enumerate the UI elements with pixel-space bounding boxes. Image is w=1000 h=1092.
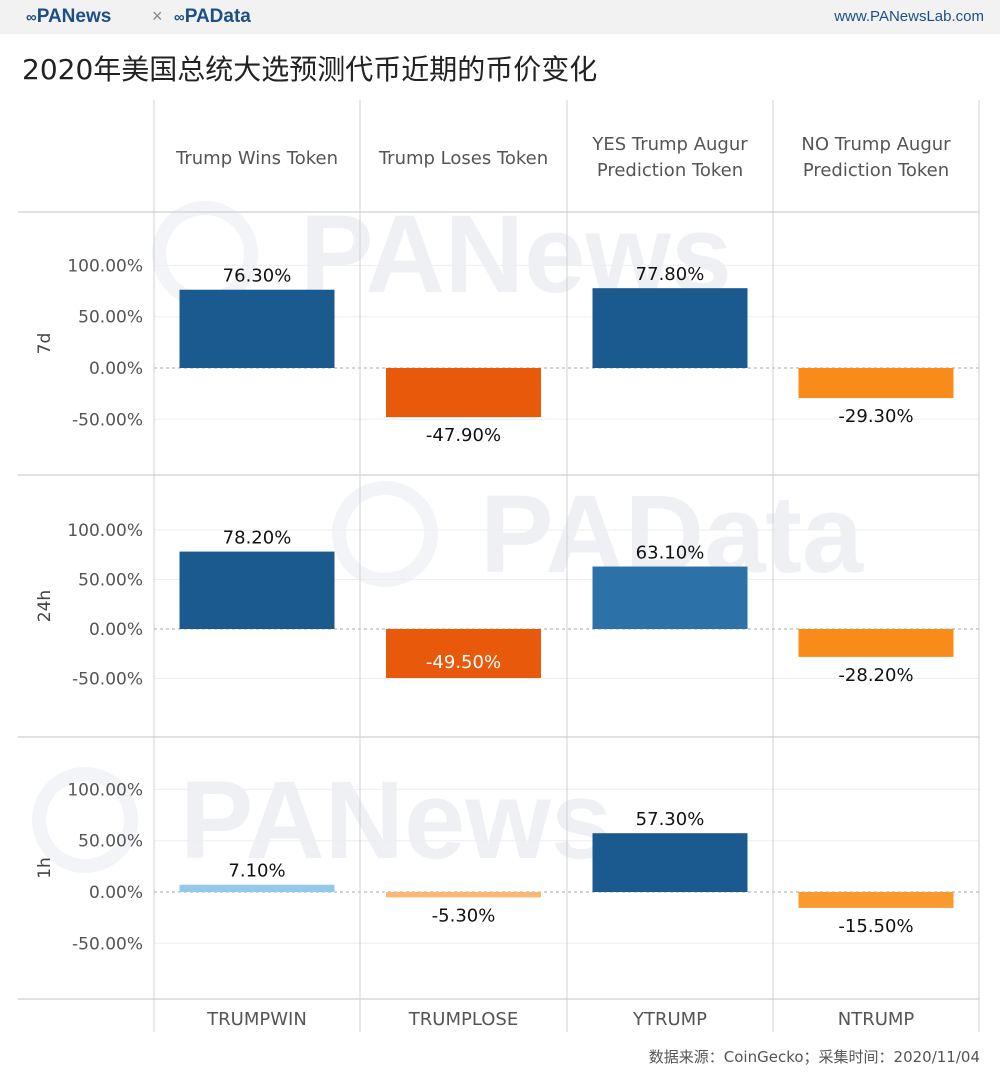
- column-symbol-trumplose: TRUMPLOSE: [408, 1009, 518, 1030]
- bar-1h-trumpwin: [179, 884, 335, 892]
- padata-logo: ∞ PAData: [174, 6, 251, 28]
- top-bar: ∞ PANews × ∞ PAData www.PANewsLab.com: [0, 0, 1000, 34]
- column-symbol-trumpwin: TRUMPWIN: [206, 1009, 307, 1030]
- site-url: www.PANewsLab.com: [834, 8, 984, 25]
- y-tick-label: 50.00%: [78, 308, 143, 328]
- data-label: -29.30%: [838, 406, 913, 427]
- column-header: Prediction Token: [597, 160, 743, 181]
- column-header: NO Trump Augur: [801, 134, 951, 155]
- y-tick-label: 100.00%: [67, 521, 143, 541]
- watermark-logo-icon: [332, 481, 438, 587]
- bar-24h-trumpwin: [179, 551, 335, 629]
- column-symbol-ntrump: NTRUMP: [838, 1009, 915, 1030]
- column-header: Trump Wins Token: [175, 148, 338, 169]
- y-tick-label: 0.00%: [89, 883, 143, 903]
- chart-title: 2020年美国总统大选预测代币近期的币价变化: [22, 53, 598, 86]
- y-tick-label: 100.00%: [67, 780, 143, 800]
- y-tick-label: -50.00%: [72, 410, 143, 430]
- column-symbol-ytrump: YTRUMP: [632, 1009, 707, 1030]
- y-tick-label: -50.00%: [72, 934, 143, 954]
- watermark-text: PANews: [180, 759, 612, 882]
- bar-7d-ytrump: [592, 288, 748, 368]
- row-label-7d: 7d: [35, 333, 55, 355]
- bar-chart-grid: PANewsPADataPANews100.00%50.00%0.00%-50.…: [18, 100, 980, 1032]
- bar-7d-trumpwin: [179, 289, 335, 368]
- data-label: -49.50%: [426, 652, 501, 673]
- data-label: 78.20%: [223, 528, 292, 549]
- row-label-24h: 24h: [35, 590, 55, 622]
- data-label: 7.10%: [228, 861, 285, 882]
- panews-logo-icon: ∞: [26, 9, 37, 26]
- bar-24h-ytrump: [592, 566, 748, 629]
- data-label: 76.30%: [223, 266, 292, 287]
- y-tick-label: 50.00%: [78, 571, 143, 591]
- bar-1h-ytrump: [592, 833, 748, 892]
- bar-7d-trumplose: [386, 368, 541, 418]
- data-label: 63.10%: [636, 543, 705, 564]
- y-tick-label: 50.00%: [78, 832, 143, 852]
- bar-1h-trumplose: [386, 892, 541, 898]
- data-label: -47.90%: [426, 425, 501, 446]
- padata-brand-text: PAData: [184, 6, 251, 27]
- bar-24h-ntrump: [798, 629, 954, 657]
- panews-brand-text: PANews: [36, 6, 112, 27]
- y-tick-label: 0.00%: [89, 359, 143, 379]
- data-label: 77.80%: [636, 264, 705, 285]
- bar-24h-trumplose: [386, 629, 541, 679]
- brand-separator: ×: [152, 6, 163, 26]
- padata-logo-icon: ∞: [174, 9, 185, 26]
- data-label: -28.20%: [838, 665, 913, 686]
- column-header: Trump Loses Token: [378, 148, 548, 169]
- column-header: Prediction Token: [803, 160, 949, 181]
- bar-7d-ntrump: [798, 368, 954, 399]
- panews-logo: ∞ PANews: [26, 6, 111, 28]
- y-tick-label: -50.00%: [72, 670, 143, 690]
- data-label: -15.50%: [838, 916, 913, 937]
- row-label-1h: 1h: [35, 857, 55, 879]
- column-header: YES Trump Augur: [591, 134, 748, 155]
- y-tick-label: 100.00%: [67, 256, 143, 276]
- watermark-logo-icon: [32, 767, 138, 873]
- data-label: -5.30%: [432, 905, 496, 926]
- bar-1h-ntrump: [798, 892, 954, 908]
- source-note: 数据来源：CoinGecko；采集时间：2020/11/04: [648, 1048, 980, 1066]
- data-label: 57.30%: [636, 809, 705, 830]
- y-tick-label: 0.00%: [89, 620, 143, 640]
